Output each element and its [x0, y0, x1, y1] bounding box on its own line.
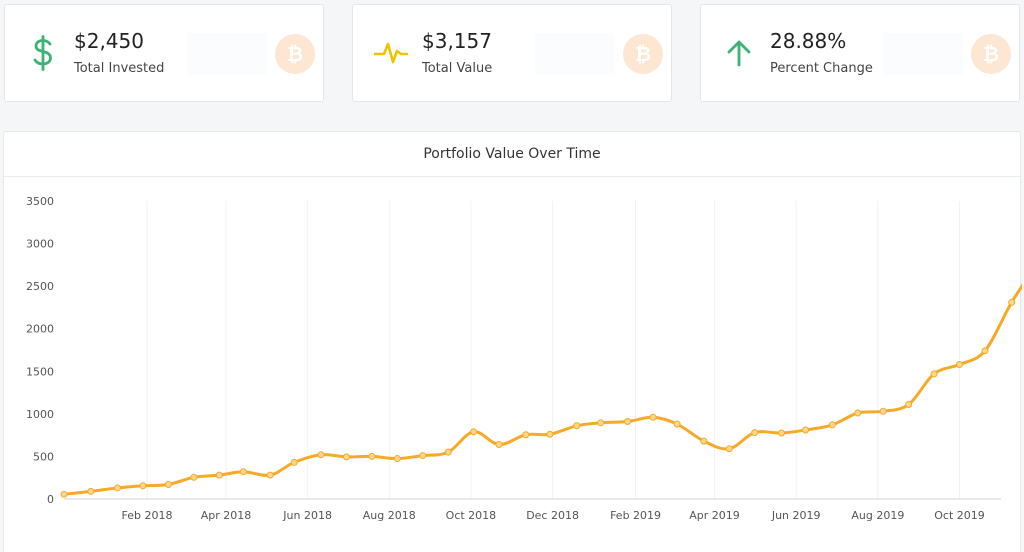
- y-tick-label: 500: [33, 450, 54, 463]
- data-point[interactable]: [828, 421, 836, 429]
- data-point[interactable]: [573, 422, 581, 430]
- bitcoin-icon: ₿: [275, 34, 315, 74]
- data-point[interactable]: [114, 484, 122, 492]
- data-point[interactable]: [649, 413, 657, 421]
- total-invested-value: $2,450: [74, 29, 144, 53]
- stat-placeholder: [883, 33, 963, 75]
- data-point[interactable]: [470, 428, 478, 436]
- svg-text:₿: ₿: [287, 42, 303, 66]
- data-point[interactable]: [139, 482, 147, 490]
- data-point[interactable]: [522, 431, 530, 439]
- chart-header: Portfolio Value Over Time: [4, 132, 1020, 177]
- percent-change-label: Percent Change: [770, 61, 873, 76]
- data-point[interactable]: [624, 418, 632, 426]
- chart-title: Portfolio Value Over Time: [423, 146, 601, 162]
- data-point[interactable]: [87, 487, 95, 495]
- dollar-icon: [23, 33, 63, 73]
- data-point[interactable]: [751, 429, 759, 437]
- y-tick-label: 1500: [26, 365, 54, 378]
- x-tick-label: Apr 2019: [689, 509, 740, 522]
- total-value-value: $3,157: [422, 29, 492, 53]
- data-point[interactable]: [419, 452, 427, 460]
- data-point[interactable]: [266, 471, 274, 479]
- data-point[interactable]: [215, 471, 223, 479]
- total-invested-label: Total Invested: [74, 61, 165, 76]
- data-point[interactable]: [1008, 298, 1016, 306]
- data-point[interactable]: [393, 455, 401, 463]
- svg-text:₿: ₿: [983, 42, 999, 66]
- data-point[interactable]: [930, 370, 938, 378]
- x-tick-label: Oct 2019: [934, 509, 985, 522]
- data-point[interactable]: [981, 347, 989, 355]
- data-point[interactable]: [290, 458, 298, 466]
- data-point[interactable]: [802, 426, 810, 434]
- x-tick-label: Feb 2018: [122, 509, 173, 522]
- data-point[interactable]: [495, 441, 503, 449]
- data-point[interactable]: [700, 437, 708, 445]
- total-value-label: Total Value: [422, 61, 493, 76]
- data-point[interactable]: [239, 468, 247, 476]
- data-point[interactable]: [342, 453, 350, 461]
- percent-change-value: 28.88%: [770, 29, 847, 53]
- data-point[interactable]: [164, 481, 172, 489]
- y-tick-label: 0: [47, 493, 54, 506]
- x-tick-label: Jun 2018: [282, 509, 332, 522]
- data-point[interactable]: [854, 409, 862, 417]
- data-point[interactable]: [190, 473, 198, 481]
- data-point[interactable]: [546, 430, 554, 438]
- bitcoin-icon: ₿: [623, 34, 663, 74]
- data-point[interactable]: [956, 360, 964, 368]
- stat-card-percent-change: 28.88% Percent Change ₿: [700, 4, 1020, 102]
- arrow-up-icon: [719, 33, 759, 73]
- stat-placeholder: [535, 33, 615, 75]
- bitcoin-icon: ₿: [971, 34, 1011, 74]
- data-point[interactable]: [368, 452, 376, 460]
- data-point[interactable]: [317, 451, 325, 459]
- y-tick-label: 3000: [26, 238, 54, 251]
- data-point[interactable]: [905, 400, 913, 408]
- svg-text:₿: ₿: [635, 42, 651, 66]
- y-tick-label: 3500: [26, 195, 54, 208]
- data-point[interactable]: [673, 420, 681, 428]
- portfolio-chart-card: Portfolio Value Over Time Feb 2018 Apr 20…: [3, 131, 1022, 552]
- pulse-icon: [371, 33, 411, 73]
- data-point[interactable]: [879, 407, 887, 415]
- x-tick-label: Aug 2019: [851, 509, 904, 522]
- x-tick-label: Dec 2018: [526, 509, 579, 522]
- x-tick-label: Aug 2018: [363, 509, 416, 522]
- portfolio-line-chart[interactable]: Feb 2018 Apr 2018 Jun 2018 Aug 2018 Oct 2018…: [4, 132, 1022, 552]
- x-tick-label: Oct 2018: [446, 509, 497, 522]
- y-tick-label: 2000: [26, 323, 54, 336]
- x-tick-label: Jun 2019: [771, 509, 821, 522]
- stat-card-total-value: $3,157 Total Value ₿: [352, 4, 672, 102]
- data-point[interactable]: [60, 490, 68, 498]
- stat-placeholder: [187, 33, 267, 75]
- y-tick-label: 2500: [26, 280, 54, 293]
- data-point[interactable]: [725, 445, 733, 453]
- x-tick-label: Apr 2018: [201, 509, 252, 522]
- data-point[interactable]: [597, 419, 605, 427]
- y-tick-label: 1000: [26, 408, 54, 421]
- x-tick-label: Feb 2019: [610, 509, 661, 522]
- data-point[interactable]: [444, 448, 452, 456]
- stat-card-total-invested: $2,450 Total Invested ₿: [4, 4, 324, 102]
- data-point[interactable]: [777, 429, 785, 437]
